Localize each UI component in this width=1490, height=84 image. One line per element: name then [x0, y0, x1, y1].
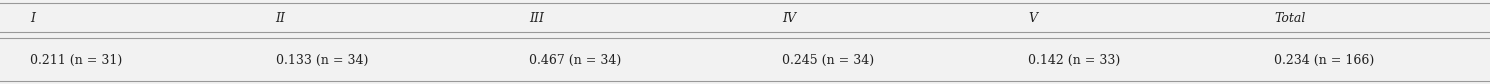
Text: V: V — [1028, 12, 1037, 25]
Text: 0.245 (n = 34): 0.245 (n = 34) — [782, 54, 875, 67]
Text: Total: Total — [1274, 12, 1305, 25]
Text: III: III — [529, 12, 544, 25]
Text: II: II — [276, 12, 286, 25]
Text: 0.211 (n = 31): 0.211 (n = 31) — [30, 54, 122, 67]
Text: 0.142 (n = 33): 0.142 (n = 33) — [1028, 54, 1120, 67]
Text: IV: IV — [782, 12, 796, 25]
Text: 0.234 (n = 166): 0.234 (n = 166) — [1274, 54, 1374, 67]
Text: 0.133 (n = 34): 0.133 (n = 34) — [276, 54, 368, 67]
Text: 0.467 (n = 34): 0.467 (n = 34) — [529, 54, 621, 67]
Text: I: I — [30, 12, 34, 25]
